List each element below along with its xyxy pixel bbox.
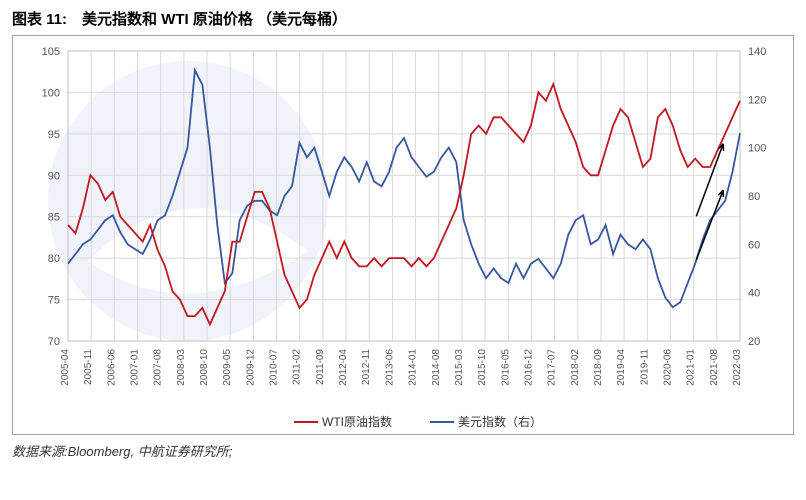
x-tick: 2013-06 <box>384 349 395 386</box>
x-tick: 2009-05 <box>222 349 233 386</box>
x-tick: 2009-12 <box>245 349 256 386</box>
y-right-tick: 100 <box>748 143 766 155</box>
y-left-tick: 100 <box>42 87 60 99</box>
chart-title: 图表 11: 美元指数和 WTI 原油价格 （美元每桶） <box>0 0 806 35</box>
y-right-tick: 20 <box>748 336 760 348</box>
x-tick: 2007-08 <box>153 349 164 386</box>
x-tick: 2018-09 <box>593 349 604 386</box>
x-tick: 2015-03 <box>454 349 465 386</box>
y-right-tick: 140 <box>748 46 766 58</box>
x-tick: 2022-03 <box>732 349 743 386</box>
x-tick: 2006-06 <box>106 349 117 386</box>
legend-label: WTI原油指数 <box>322 414 392 429</box>
y-right-tick: 40 <box>748 288 760 300</box>
chart-container: 70 75 80 85 90 95 100 105 20 40 60 80 100 120 140 2005-… <box>12 35 794 435</box>
y-left-tick: 75 <box>48 295 60 307</box>
chart-svg: 70 75 80 85 90 95 100 105 20 40 60 80 100 120 140 2005-… <box>13 36 795 436</box>
x-tick: 2012-11 <box>361 349 372 385</box>
x-tick: 2021-08 <box>709 349 720 386</box>
x-tick: 2017-07 <box>547 349 558 386</box>
y-right-tick: 80 <box>748 191 760 203</box>
y-right-tick: 120 <box>748 94 766 106</box>
x-tick: 2014-08 <box>431 349 442 386</box>
annotation-arrow <box>696 190 723 260</box>
x-tick: 2021-01 <box>686 349 697 386</box>
x-tick: 2018-02 <box>570 349 581 386</box>
x-tick: 2011-02 <box>292 349 303 385</box>
x-tick: 2019-04 <box>616 349 627 386</box>
x-tick: 2008-10 <box>199 349 210 386</box>
x-tick: 2011-09 <box>315 349 326 385</box>
x-tick: 2015-10 <box>477 349 488 386</box>
legend-label: 美元指数（右） <box>458 414 542 429</box>
y-left-tick: 90 <box>48 170 60 182</box>
x-tick: 2012-04 <box>338 349 349 386</box>
x-tick: 2008-03 <box>176 349 187 386</box>
x-tick: 2016-12 <box>523 349 534 386</box>
x-tick: 2007-01 <box>130 349 141 386</box>
x-tick: 2005-11 <box>83 349 94 385</box>
y-right-tick: 60 <box>748 239 760 251</box>
y-left-tick: 70 <box>48 336 60 348</box>
y-left-tick: 80 <box>48 253 60 265</box>
x-tick: 2020-06 <box>662 349 673 386</box>
y-left-tick: 85 <box>48 212 60 224</box>
x-tick: 2010-07 <box>269 349 280 386</box>
data-source: 数据来源:Bloomberg, 中航证券研究所; <box>0 435 806 460</box>
y-left-tick: 95 <box>48 129 60 141</box>
y-left-tick: 105 <box>42 46 60 58</box>
x-tick: 2005-04 <box>60 349 71 386</box>
x-tick: 2016-05 <box>500 349 511 386</box>
x-tick: 2014-01 <box>408 349 419 386</box>
x-tick: 2019-11 <box>639 349 650 385</box>
annotation-arrow <box>696 144 723 217</box>
